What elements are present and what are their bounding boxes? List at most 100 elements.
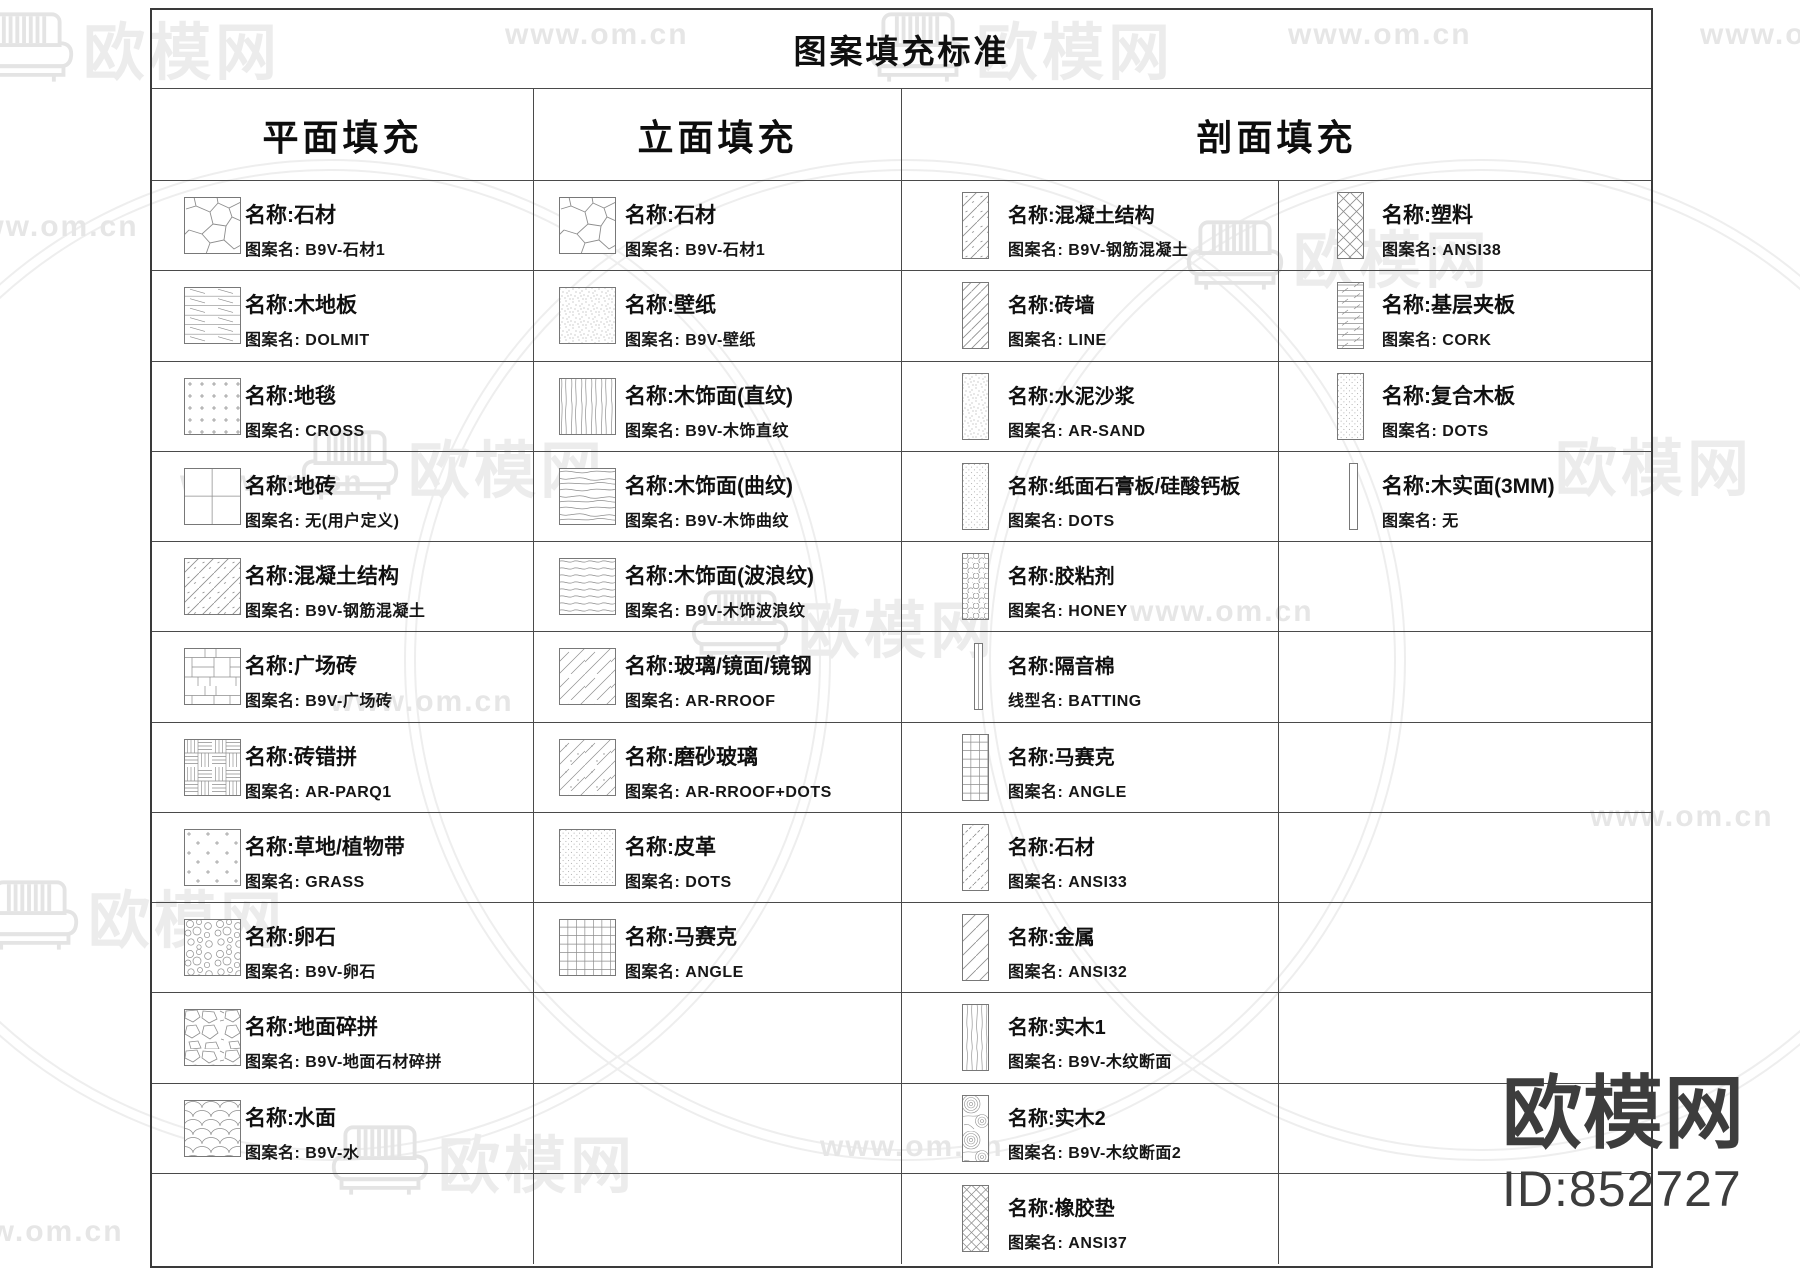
- watermark-brand-text: 欧模网: [438, 1132, 637, 1201]
- pattern-code-label: 图案名: ANGLE: [1008, 783, 1127, 801]
- pattern-swatch-parquet: [184, 738, 241, 796]
- pattern-name-label: 名称:玻璃/镜面/镜钢: [625, 655, 812, 679]
- pattern-code-label: 图案名: GRASS: [245, 873, 365, 891]
- pattern-name-label: 名称:木饰面(波浪纹): [625, 565, 814, 588]
- pattern-swatch-cross: [184, 377, 241, 435]
- section-fill-column-right: 名称:塑料 图案名: ANSI38 名称:基层夹板 图案名: CORK 名称:复…: [1279, 181, 1651, 1264]
- watermark-brand-text: 欧模网: [976, 19, 1175, 88]
- watermark-url: www.om.cn: [330, 685, 514, 718]
- pattern-cell: 名称:实木2 图案名: B9V-木纹断面2: [902, 1084, 1278, 1174]
- pattern-code-label: 图案名: B9V-广场砖: [245, 693, 393, 711]
- watermark-logo: 欧模网: [1185, 210, 1491, 300]
- pattern-code-label: 图案名: B9V-木饰曲纹: [625, 512, 789, 530]
- pattern-code-label: 图案名: B9V-水: [245, 1144, 360, 1162]
- pattern-name-label: 名称:砖错拼: [245, 745, 357, 769]
- pattern-cell: 名称:金属 图案名: ANSI32: [902, 903, 1278, 994]
- pattern-name-label: 名称:纸面石膏板/硅酸钙板: [1008, 475, 1241, 498]
- elevation-fill-column: 名称:石材 图案名: B9V-石材1 名称:壁纸 图案名: B9V-壁纸 名称:…: [534, 181, 902, 1264]
- pattern-cell: 名称:基层夹板 图案名: CORK: [1279, 271, 1651, 362]
- pattern-swatch-stipple: [559, 287, 616, 345]
- pattern-code-label: 图案名: AR-RROOF: [625, 693, 776, 711]
- pattern-name-label: 名称:实木1: [1008, 1017, 1106, 1040]
- pattern-cell: 名称:石材 图案名: B9V-石材1: [534, 181, 901, 272]
- pattern-swatch-crazy: [184, 1009, 241, 1067]
- pattern-name-label: 名称:石材: [625, 204, 716, 227]
- pattern-cell: 名称:木实面(3MM) 图案名: 无: [1279, 452, 1651, 542]
- pattern-cell: 名称:木饰面(曲纹) 图案名: B9V-木饰曲纹: [534, 452, 901, 542]
- pattern-swatch-woodv: [559, 377, 616, 435]
- pattern-cell: [152, 1174, 533, 1264]
- pattern-name-label: 名称:水面: [245, 1106, 336, 1130]
- pattern-swatch-pebble: [184, 919, 241, 976]
- pattern-cell: 名称:地面碎拼 图案名: B9V-地面石材碎拼: [152, 993, 533, 1084]
- pattern-swatch-none: [1349, 462, 1358, 530]
- pattern-cell: 名称:砖墙 图案名: LINE: [902, 271, 1278, 362]
- pattern-cell: 名称:木饰面(波浪纹) 图案名: B9V-木饰波浪纹: [534, 542, 901, 633]
- pattern-cell: 名称:石材 图案名: B9V-石材1: [152, 181, 533, 272]
- watermark-url: www.om.cn: [1288, 18, 1472, 51]
- pattern-code-label: 图案名: HONEY: [1008, 603, 1128, 620]
- pattern-cell: 名称:地砖 图案名: 无(用户定义): [152, 452, 533, 542]
- watermark-url: www.om.cn: [505, 18, 689, 51]
- pattern-name-label: 名称:木饰面(直纹): [625, 384, 793, 408]
- sofa-icon: [0, 12, 74, 84]
- pattern-code-label: 图案名: ANGLE: [625, 964, 744, 981]
- pattern-swatch-anglegrid: [559, 919, 616, 976]
- pattern-name-label: 名称:壁纸: [625, 294, 716, 318]
- pattern-swatch-anglegrid: [962, 733, 989, 801]
- pattern-code-label: 图案名: B9V-卵石: [245, 964, 376, 981]
- watermark-logo: 欧模网: [330, 1115, 636, 1205]
- pattern-swatch-stipple: [962, 372, 989, 440]
- pattern-swatch-plaza: [184, 648, 241, 706]
- pattern-cell: 名称:马赛克 图案名: ANGLE: [902, 723, 1278, 813]
- pattern-cell: 名称:皮革 图案名: DOTS: [534, 813, 901, 903]
- pattern-name-label: 名称:金属: [1008, 927, 1095, 949]
- pattern-swatch-dotsfine: [962, 462, 989, 530]
- pattern-cell: 名称:复合木板 图案名: DOTS: [1279, 362, 1651, 452]
- column-header-section-fill: 剖面填充: [1196, 116, 1357, 158]
- pattern-cell: 名称:石材 图案名: ANSI33: [902, 813, 1278, 903]
- pattern-name-label: 名称:砖墙: [1008, 295, 1095, 318]
- pattern-name-label: 名称:水泥沙浆: [1008, 385, 1135, 408]
- pattern-swatch-vline: [974, 643, 983, 711]
- watermark-footer-brand: 欧模网: [1502, 1069, 1745, 1158]
- pattern-code-label: 图案名: ANSI32: [1008, 964, 1128, 981]
- pattern-name-label: 名称:广场砖: [245, 655, 357, 679]
- pattern-swatch-woodcurve: [559, 467, 616, 525]
- pattern-swatch-burl: [962, 1094, 989, 1162]
- pattern-code-label: 图案名: AR-SAND: [1008, 422, 1146, 440]
- column-headers: 平面填充 立面填充 剖面填充: [152, 89, 1651, 181]
- pattern-name-label: 名称:皮革: [625, 835, 716, 859]
- pattern-name-label: 名称:混凝土结构: [1008, 205, 1155, 227]
- pattern-cell: 名称:混凝土结构 图案名: B9V-钢筋混凝土: [902, 181, 1278, 272]
- pattern-cell: [1279, 723, 1651, 813]
- pattern-cell: 名称:磨砂玻璃 图案名: AR-RROOF+DOTS: [534, 723, 901, 813]
- pattern-swatch-wave: [559, 558, 616, 615]
- pattern-name-label: 名称:木饰面(曲纹): [625, 474, 793, 498]
- pattern-code-label: 图案名: B9V-木纹断面2: [1008, 1144, 1182, 1162]
- pattern-cell: 名称:玻璃/镜面/镜钢 图案名: AR-RROOF: [534, 632, 901, 723]
- pattern-code-label: 图案名: B9V-石材1: [625, 242, 766, 259]
- pattern-cell: [1279, 1084, 1651, 1174]
- watermark-logo: 欧模网: [868, 2, 1174, 92]
- pattern-name-label: 名称:胶粘剂: [1008, 566, 1115, 588]
- pattern-swatch-ansi38: [1337, 192, 1364, 259]
- pattern-name-label: 名称:基层夹板: [1382, 294, 1515, 318]
- watermark-url: www.om.cn: [1130, 595, 1314, 628]
- page-title: 图案填充标准: [152, 10, 1651, 89]
- pattern-name-label: 名称:地毯: [245, 384, 336, 408]
- pattern-standard-table: 图案填充标准 平面填充 立面填充 剖面填充 名称:石材 图案名: B9V-石材1…: [150, 8, 1653, 1268]
- pattern-name-label: 名称:地砖: [245, 474, 336, 498]
- pattern-cell: 名称:地毯 图案名: CROSS: [152, 362, 533, 452]
- pattern-code-label: 图案名: AR-RROOF+DOTS: [625, 783, 832, 801]
- pattern-code-label: 图案名: B9V-石材1: [245, 242, 386, 259]
- pattern-swatch-honey: [962, 553, 989, 620]
- pattern-swatch-dolmit: [184, 287, 241, 345]
- pattern-cell: [1279, 632, 1651, 723]
- pattern-swatch-dotsfine: [1337, 372, 1364, 440]
- watermark-url: www.om.cn: [1590, 800, 1774, 833]
- pattern-swatch-rebar: [184, 558, 241, 615]
- pattern-code-label: 图案名: ANSI33: [1008, 873, 1128, 891]
- section-fill-column-left: 名称:混凝土结构 图案名: B9V-钢筋混凝土 名称:砖墙 图案名: LINE …: [902, 181, 1279, 1264]
